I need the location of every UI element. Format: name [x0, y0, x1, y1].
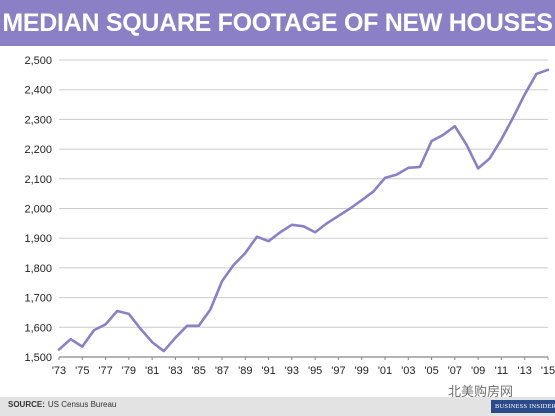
- data-point: [325, 222, 328, 225]
- data-point: [477, 167, 479, 170]
- watermark: 北美购房网: [448, 385, 514, 400]
- y-axis-labels: 1,500 1,600 1,700 1,800 1,900 2,000 2,100 2,200…: [24, 55, 52, 364]
- x-tick-label: '73: [52, 365, 66, 377]
- data-point: [162, 350, 165, 352]
- data-point: [314, 231, 316, 234]
- data-point: [81, 345, 84, 348]
- data-point: [384, 177, 386, 179]
- grid-layer: [59, 59, 548, 358]
- line-chart: 1,500 1,600 1,700 1,800 1,900 2,000 2,100 2,200…: [24, 55, 555, 377]
- x-tick-label: '87: [215, 365, 229, 377]
- source-text: US Census Bureau: [47, 400, 117, 409]
- title-bar: MEDIAN SQUARE FOOTAGE OF NEW HOUSES: [0, 0, 555, 46]
- x-tick-label: '15: [541, 365, 555, 377]
- x-tick-label: '89: [238, 365, 252, 377]
- y-tick-label: 1,700: [24, 293, 52, 305]
- business-insider-logo: BUSINESS INSIDER: [491, 400, 555, 413]
- x-tick-label: '97: [331, 365, 345, 377]
- data-point: [547, 69, 549, 71]
- data-point: [244, 252, 247, 254]
- x-tick-label: '05: [424, 365, 438, 377]
- source-label: SOURCE:: [8, 400, 45, 409]
- data-point: [500, 138, 503, 141]
- data-point: [186, 325, 188, 327]
- data-point: [419, 166, 421, 168]
- data-point: [372, 190, 375, 193]
- y-tick-label: 1,800: [24, 263, 52, 275]
- data-point: [512, 116, 514, 119]
- footer: SOURCE: US Census Bureau BUSINESS INSIDER: [0, 397, 555, 416]
- x-tick-label: '81: [145, 365, 159, 377]
- x-tick-label: '13: [518, 365, 532, 377]
- x-tick-label: '77: [98, 365, 112, 377]
- data-point: [104, 323, 107, 326]
- data-point: [93, 329, 95, 332]
- data-point: [267, 240, 270, 242]
- data-point: [488, 157, 491, 160]
- source-note: SOURCE: US Census Bureau: [8, 400, 116, 409]
- x-tick-label: '99: [355, 365, 369, 377]
- y-tick-label: 1,500: [24, 352, 52, 364]
- series-layer: [57, 68, 550, 353]
- data-point: [209, 308, 212, 311]
- x-tick-label: '91: [261, 365, 275, 377]
- x-tick-label: '03: [401, 365, 415, 377]
- x-tick-label: '85: [192, 365, 206, 377]
- data-point: [279, 231, 282, 234]
- x-tick-label: '79: [122, 365, 136, 377]
- data-point: [69, 338, 72, 340]
- data-point: [174, 336, 177, 339]
- data-point: [197, 325, 200, 327]
- data-point: [116, 310, 119, 312]
- data-point: [407, 167, 410, 169]
- data-point: [360, 199, 363, 201]
- data-point: [232, 264, 235, 266]
- data-point: [256, 235, 258, 238]
- y-tick-label: 2,300: [24, 114, 52, 126]
- data-point: [535, 73, 538, 75]
- data-point: [58, 348, 60, 351]
- x-tick-label: '01: [378, 365, 392, 377]
- data-point: [139, 327, 142, 330]
- x-tick-label: '93: [285, 365, 299, 377]
- x-axis-labels: '73 '75 '77 '79 '81 '83 '85 '87 '89 '91 '93 '95 '97 '…: [52, 357, 555, 377]
- chart-title: MEDIAN SQUARE FOOTAGE OF NEW HOUSES: [2, 8, 553, 37]
- data-point: [151, 341, 153, 343]
- data-point: [221, 280, 223, 283]
- x-tick-label: '11: [495, 365, 509, 377]
- series-line: [57, 68, 550, 353]
- y-tick-label: 2,000: [24, 204, 52, 216]
- data-point: [454, 125, 456, 128]
- data-point: [523, 93, 526, 96]
- y-tick-label: 2,400: [24, 85, 52, 97]
- data-point: [465, 143, 468, 146]
- data-point: [349, 207, 351, 210]
- y-tick-label: 2,100: [24, 174, 52, 186]
- y-tick-label: 2,200: [24, 144, 52, 156]
- x-tick-label: '09: [471, 365, 485, 377]
- data-point: [337, 215, 340, 217]
- y-tick-label: 1,600: [24, 322, 52, 334]
- data-point: [430, 140, 433, 142]
- x-tick-label: '07: [448, 365, 462, 377]
- data-point: [291, 224, 293, 226]
- y-tick-label: 2,500: [24, 55, 52, 67]
- x-tick-label: '95: [308, 365, 322, 377]
- x-tick-label: '75: [75, 365, 89, 377]
- data-point: [442, 134, 445, 136]
- data-point: [395, 173, 398, 176]
- x-tick-label: '83: [168, 365, 182, 377]
- y-tick-label: 1,900: [24, 233, 52, 245]
- data-point: [302, 225, 305, 228]
- data-point: [128, 313, 130, 315]
